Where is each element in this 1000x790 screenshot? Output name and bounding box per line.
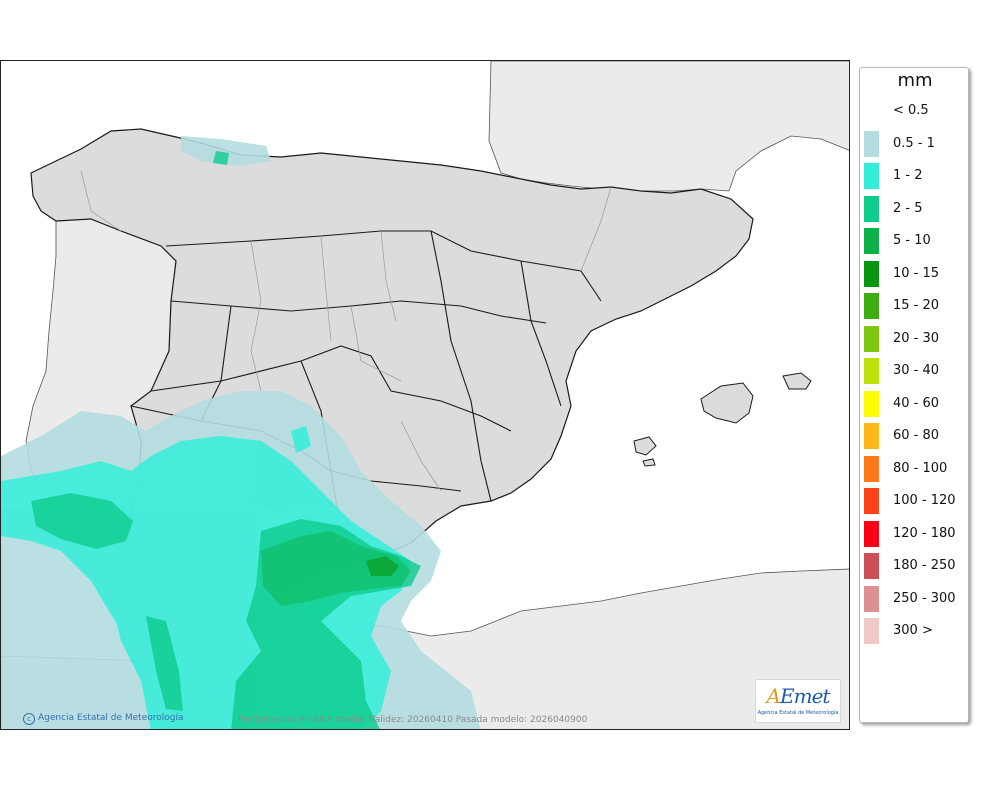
legend-label: 20 - 30 — [893, 330, 940, 346]
legend-item: 60 - 80 — [864, 423, 968, 449]
precipitation-map: c Agencia Estatal de Meteorología Precipi… — [0, 60, 850, 730]
legend-label: 300 > — [893, 623, 933, 638]
agency-credit-text: Agencia Estatal de Meteorología — [38, 713, 184, 723]
legend-item: 80 - 100 — [864, 455, 968, 482]
legend-item: 120 - 180 — [864, 520, 968, 547]
legend-swatch — [864, 293, 879, 319]
legend-swatch — [864, 423, 879, 449]
legend-item: 0.5 - 1 — [864, 130, 968, 157]
precipitation-10-15 — [366, 556, 399, 576]
agency-credit: c Agencia Estatal de Meteorología — [23, 713, 184, 725]
legend-label: 80 - 100 — [893, 460, 948, 476]
legend-item: 10 - 15 — [864, 260, 968, 287]
legend-item: 1 - 2 — [864, 163, 968, 189]
legend-swatch — [864, 585, 879, 612]
legend-swatch — [864, 488, 879, 514]
legend-swatch — [864, 130, 879, 157]
legend-label: 1 - 2 — [893, 168, 923, 183]
legend-label: 10 - 15 — [893, 265, 940, 281]
precipitation-5-10 — [261, 531, 411, 606]
mallorca-island — [700, 382, 754, 424]
legend-swatch — [864, 520, 879, 547]
legend-item: 40 - 60 — [864, 390, 968, 417]
legend-label: 5 - 10 — [893, 233, 931, 248]
legend-unit: mm — [897, 70, 933, 91]
legend-swatch — [864, 553, 879, 579]
legend-item: 300 > — [864, 618, 968, 644]
legend-label: 40 - 60 — [893, 395, 940, 411]
legend-swatch — [864, 260, 879, 287]
legend-item: 250 - 300 — [864, 585, 968, 612]
legend-item: 30 - 40 — [864, 358, 968, 384]
legend-swatch — [864, 455, 879, 482]
legend-label: 180 - 250 — [893, 558, 956, 573]
legend-swatch — [864, 98, 879, 124]
map-canvas — [1, 61, 849, 729]
aemet-logo-subtitle: Agencia Estatal de Meteorología — [757, 710, 839, 716]
legend-swatch — [864, 325, 879, 352]
aemet-wordmark-rest: Emet — [780, 684, 830, 708]
legend-item: 20 - 30 — [864, 325, 968, 352]
legend-swatch — [864, 163, 879, 189]
legend-label: 60 - 80 — [893, 428, 940, 443]
map-caption: Precipitación en 24 h media. Validez: 20… — [238, 715, 588, 725]
legend-item: 2 - 5 — [864, 195, 968, 222]
menorca-island — [782, 372, 812, 390]
ibiza-island — [633, 436, 657, 456]
legend-label: 30 - 40 — [893, 363, 940, 378]
france-landmass — [488, 61, 849, 192]
legend-label: 100 - 120 — [893, 493, 956, 508]
legend-item: 100 - 120 — [864, 488, 968, 514]
precipitation-legend: mm < 0.5 0.5 - 1 1 - 2 2 - 5 5 - 10 10 - 15 15… — [859, 67, 969, 723]
legend-swatch — [864, 390, 879, 417]
legend-swatch — [864, 228, 879, 254]
legend-label: 2 - 5 — [893, 200, 923, 216]
legend-item: < 0.5 — [864, 98, 968, 124]
legend-item: 15 - 20 — [864, 293, 968, 319]
legend-label: 250 - 300 — [893, 590, 956, 606]
legend-item: 5 - 10 — [864, 228, 968, 254]
legend-swatch — [864, 618, 879, 644]
aemet-logo: AEmet Agencia Estatal de Meteorología — [755, 679, 841, 723]
legend-label: < 0.5 — [893, 103, 929, 118]
aemet-wordmark: AEmet — [756, 683, 840, 709]
copyright-icon: c — [23, 713, 35, 725]
legend-label: 120 - 180 — [893, 525, 956, 541]
formentera-island — [642, 458, 656, 467]
aemet-wordmark-a: A — [766, 684, 781, 708]
legend-item: 180 - 250 — [864, 553, 968, 579]
legend-label: 0.5 - 1 — [893, 135, 935, 151]
legend-label: 15 - 20 — [893, 298, 940, 313]
legend-swatch — [864, 358, 879, 384]
legend-swatch — [864, 195, 879, 222]
